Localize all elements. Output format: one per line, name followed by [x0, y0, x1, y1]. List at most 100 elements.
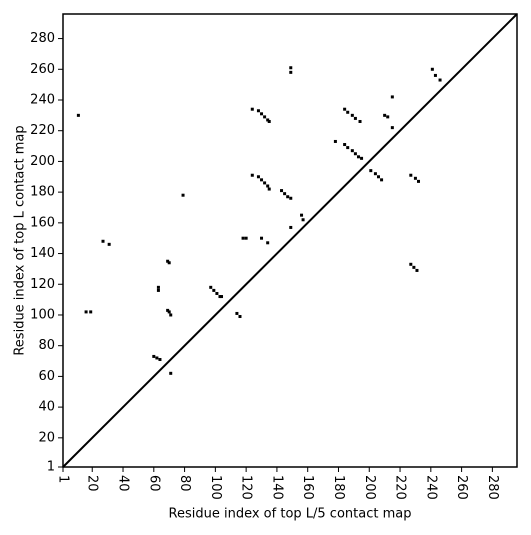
- contact-point: [244, 236, 248, 240]
- contact-point: [289, 196, 293, 200]
- plot-frame: [62, 13, 518, 468]
- x-tick-label: 260: [454, 475, 469, 500]
- y-tick-label: 280: [30, 31, 55, 46]
- x-tick-label: 180: [331, 475, 346, 500]
- contact-point: [409, 262, 413, 266]
- contact-point: [413, 176, 417, 180]
- contact-point: [238, 315, 242, 319]
- x-tick-label: 240: [423, 475, 438, 500]
- contact-point: [358, 119, 362, 123]
- y-tick-label: 240: [30, 92, 55, 107]
- y-tick-label: 120: [30, 277, 55, 292]
- contact-point: [380, 178, 384, 182]
- diagonal: [62, 13, 518, 468]
- contact-point: [350, 113, 354, 117]
- contact-point: [267, 187, 271, 191]
- contact-point: [156, 288, 160, 292]
- contact-point: [167, 310, 171, 314]
- contact-point: [263, 115, 267, 119]
- contact-point: [346, 146, 350, 150]
- y-tick-label: 40: [38, 400, 55, 415]
- contact-point: [266, 118, 270, 122]
- contact-point: [212, 288, 216, 292]
- contact-point: [356, 155, 360, 159]
- x-tick-label: 280: [485, 475, 500, 500]
- contact-point: [267, 119, 271, 123]
- x-tick-label: 60: [146, 475, 161, 492]
- contact-point: [333, 139, 337, 143]
- y-tick-label: 260: [30, 62, 55, 77]
- x-tick-label: 160: [300, 475, 315, 500]
- contact-point: [166, 308, 170, 312]
- x-tick-label: 120: [239, 475, 254, 500]
- contact-point: [256, 109, 260, 113]
- contact-point: [250, 173, 254, 177]
- contact-point: [350, 149, 354, 153]
- x-tick-label: 220: [393, 475, 408, 500]
- contact-point: [289, 66, 293, 70]
- x-tick-label: 20: [85, 475, 100, 492]
- contact-point: [283, 192, 287, 196]
- contact-point: [373, 172, 377, 176]
- contact-point: [369, 169, 373, 173]
- y-tick-label: 200: [30, 154, 55, 169]
- x-tick-label: 40: [116, 475, 131, 492]
- contact-point: [301, 218, 305, 222]
- y-tick-label: 160: [30, 215, 55, 230]
- contact-point: [412, 265, 416, 269]
- contact-point: [158, 358, 162, 362]
- contact-point: [390, 126, 394, 130]
- contact-point: [438, 78, 442, 82]
- y-tick-label: 80: [38, 338, 55, 353]
- x-tick-label: 80: [177, 475, 192, 492]
- contact-point: [241, 236, 245, 240]
- y-tick-label: 220: [30, 123, 55, 138]
- x-axis-label: Residue index of top L/5 contact map: [169, 507, 412, 522]
- contact-point: [386, 115, 390, 119]
- contact-point: [417, 179, 421, 183]
- contact-point: [260, 236, 264, 240]
- contact-point: [89, 310, 93, 314]
- contact-point: [353, 152, 357, 156]
- contact-point: [360, 156, 364, 160]
- contact-point: [166, 259, 170, 263]
- contact-point: [343, 107, 347, 111]
- contact-point: [107, 242, 111, 246]
- contact-point: [266, 241, 270, 245]
- contact-point: [430, 67, 434, 71]
- contact-point: [280, 189, 284, 193]
- contact-point: [169, 313, 173, 317]
- contact-point: [220, 295, 224, 299]
- y-tick-label: 20: [38, 430, 55, 445]
- contact-point: [263, 181, 267, 185]
- x-tick-label: 1: [56, 475, 71, 483]
- y-tick-label: 180: [30, 185, 55, 200]
- contact-point: [167, 261, 171, 265]
- contact-point: [156, 285, 160, 289]
- contact-point: [383, 113, 387, 117]
- contact-point: [209, 285, 213, 289]
- contact-point: [101, 239, 105, 243]
- contact-point: [235, 311, 239, 315]
- contact-point: [346, 110, 350, 114]
- contact-point: [289, 225, 293, 229]
- contact-point: [76, 113, 80, 117]
- contact-point: [300, 213, 304, 217]
- contact-point: [152, 354, 156, 358]
- contact-point: [415, 268, 419, 272]
- contact-point: [266, 184, 270, 188]
- y-tick-label: 60: [38, 369, 55, 384]
- contact-point: [218, 295, 222, 299]
- contact-point: [169, 371, 173, 375]
- contact-point: [84, 310, 88, 314]
- contact-point: [260, 178, 264, 182]
- contact-point: [433, 73, 437, 77]
- contact-point: [155, 356, 159, 360]
- y-tick-label: 100: [30, 307, 55, 322]
- contact-point: [376, 175, 380, 179]
- contact-point: [343, 143, 347, 147]
- contact-point: [256, 175, 260, 179]
- y-tick-label: 1: [47, 460, 55, 475]
- contact-point: [286, 195, 290, 199]
